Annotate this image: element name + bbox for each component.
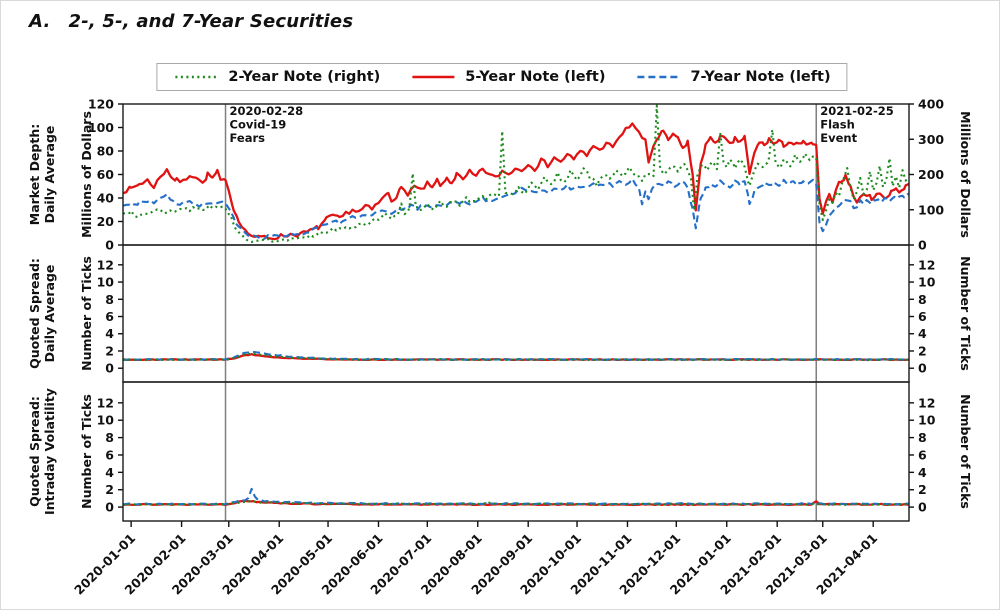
svg-text:4: 4 — [918, 326, 927, 341]
title-text: 2-, 5-, and 7-Year Securities — [68, 11, 354, 32]
y-axis-right-panel-2: 0 2 4 6 8 10 12 — [909, 257, 936, 376]
svg-text:400: 400 — [918, 97, 944, 112]
svg-text:6: 6 — [918, 309, 927, 324]
svg-text:4: 4 — [105, 326, 114, 341]
svg-text:0: 0 — [918, 238, 927, 253]
legend-line-7-year-icon — [637, 75, 680, 79]
panel-letter: A. — [29, 11, 51, 32]
svg-text:0: 0 — [105, 500, 114, 515]
svg-text:Market Depth:: Market Depth: — [27, 124, 42, 226]
svg-text:10: 10 — [918, 413, 936, 428]
panel-1: 0 20 40 60 80 100 120 0 100 200 300 400 Market Depth… — [27, 97, 973, 253]
panel-2-right-ylabel: Number of Ticks — [958, 256, 973, 371]
y-axis-left-panel-2: 0 2 4 6 8 10 12 — [97, 257, 123, 376]
svg-text:2020-02-28: 2020-02-28 — [230, 104, 304, 118]
svg-text:10: 10 — [97, 413, 115, 428]
svg-text:20: 20 — [97, 214, 115, 229]
panel-1-left-title: Market Depth: Daily Average — [27, 124, 57, 226]
svg-text:Event: Event — [820, 131, 857, 145]
legend-item-2-year: 2-Year Note (right) — [173, 69, 380, 85]
svg-text:4: 4 — [918, 465, 927, 480]
svg-text:8: 8 — [105, 430, 114, 445]
y-axis-right-panel-1: 0 100 200 300 400 — [909, 97, 944, 253]
svg-text:6: 6 — [918, 447, 927, 462]
svg-text:Flash: Flash — [820, 118, 855, 132]
panel-3-border — [122, 381, 910, 522]
panel-3-right-ylabel: Number of Ticks — [958, 394, 973, 509]
legend-label-2-year: 2-Year Note (right) — [228, 69, 381, 85]
svg-text:12: 12 — [97, 395, 114, 410]
svg-text:12: 12 — [97, 257, 114, 272]
svg-text:40: 40 — [97, 191, 115, 206]
svg-text:60: 60 — [97, 167, 115, 182]
svg-text:0: 0 — [918, 361, 927, 376]
svg-text:8: 8 — [918, 430, 927, 445]
legend-label-5-year: 5-Year Note (left) — [465, 69, 606, 85]
series-7yr-panel-2 — [123, 350, 909, 361]
svg-text:10: 10 — [97, 275, 115, 290]
series-7yr-panel-1 — [123, 177, 909, 240]
svg-text:0: 0 — [105, 238, 114, 253]
svg-text:Quoted Spread:: Quoted Spread: — [27, 396, 42, 507]
svg-text:2: 2 — [918, 343, 927, 358]
svg-text:Daily Average: Daily Average — [42, 126, 57, 224]
legend: 2-Year Note (right) 5-Year Note (left) 7… — [156, 63, 848, 91]
legend-label-7-year: 7-Year Note (left) — [690, 69, 831, 85]
svg-text:0: 0 — [105, 361, 114, 376]
svg-text:2: 2 — [918, 482, 927, 497]
svg-text:Intraday Volatility: Intraday Volatility — [42, 388, 57, 515]
svg-text:2021-02-25: 2021-02-25 — [820, 104, 894, 118]
svg-text:Fears: Fears — [230, 131, 266, 145]
series-7yr-panel-3 — [123, 487, 909, 506]
panel-2-border — [122, 244, 910, 383]
y-axis-left-panel-3: 0 2 4 6 8 10 12 — [97, 395, 123, 515]
panel-2-ylabel: Number of Ticks — [79, 256, 94, 371]
svg-text:300: 300 — [918, 132, 944, 147]
svg-text:0: 0 — [918, 500, 927, 515]
svg-text:Covid-19: Covid-19 — [230, 118, 287, 132]
svg-text:12: 12 — [918, 257, 935, 272]
panel-1-ylabel: Millions of Dollars — [79, 111, 94, 238]
svg-text:8: 8 — [105, 292, 114, 307]
svg-text:2: 2 — [105, 482, 114, 497]
series-2yr-panel-1 — [123, 104, 909, 244]
panel-2: 0 2 4 6 8 10 12 0 2 4 6 8 10 12 Quoted Spread: Daily Av… — [27, 244, 973, 383]
legend-item-7-year: 7-Year Note (left) — [635, 69, 831, 85]
legend-line-2-year-icon — [175, 75, 218, 79]
series-2yr-panel-3 — [123, 500, 909, 506]
panel-1-right-ylabel: Millions of Dollars — [958, 111, 973, 238]
x-axis: 2020-01-012020-02-012020-03-012020-04-01… — [71, 521, 880, 598]
legend-item-5-year: 5-Year Note (left) — [410, 69, 605, 85]
svg-text:10: 10 — [918, 275, 936, 290]
svg-text:120: 120 — [88, 97, 114, 112]
figure-title: A. 2-, 5-, and 7-Year Securities — [29, 11, 353, 32]
svg-text:100: 100 — [88, 120, 114, 135]
panel-2-left-title: Quoted Spread: Daily Average — [27, 258, 57, 369]
y-axis-left-panel-1: 0 20 40 60 80 100 120 — [88, 97, 123, 253]
svg-text:6: 6 — [105, 309, 114, 324]
svg-text:6: 6 — [105, 447, 114, 462]
svg-text:200: 200 — [918, 167, 944, 182]
svg-text:Quoted Spread:: Quoted Spread: — [27, 258, 42, 369]
y-axis-right-panel-3: 0 2 4 6 8 10 12 — [909, 395, 936, 515]
svg-text:2: 2 — [105, 343, 114, 358]
panel-3-left-title: Quoted Spread: Intraday Volatility — [27, 388, 57, 515]
panel-3-ylabel: Number of Ticks — [79, 394, 94, 509]
svg-text:8: 8 — [918, 292, 927, 307]
svg-text:100: 100 — [918, 202, 944, 217]
svg-text:12: 12 — [918, 395, 935, 410]
svg-text:4: 4 — [105, 465, 114, 480]
legend-line-5-year-icon — [412, 75, 455, 79]
panel-3: 0 2 4 6 8 10 12 0 2 4 6 8 10 12 Quoted Spread: Intraday… — [27, 381, 973, 522]
svg-text:80: 80 — [97, 144, 115, 159]
svg-text:Daily Average: Daily Average — [42, 265, 57, 363]
